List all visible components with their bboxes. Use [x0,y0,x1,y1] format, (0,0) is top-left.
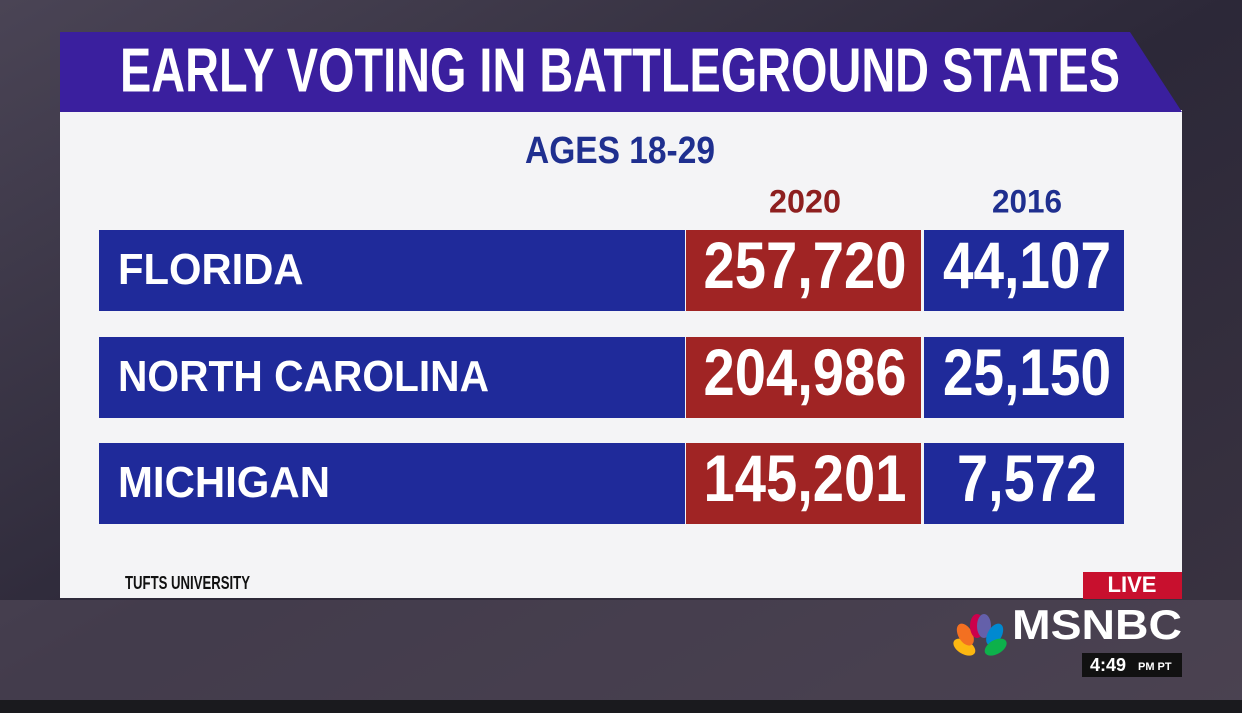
value-2020: 204,986 [704,335,907,409]
subtitle: AGES 18-29 [525,130,715,172]
clock-time: 4:49 [1090,655,1126,675]
table: FLORIDA 257,720 44,107 NORTH CAROLINA 204,98… [99,228,1124,524]
live-label: LIVE [1108,572,1157,597]
column-header: 2020 [769,183,841,219]
value-cell-2020 [686,230,921,311]
title: EARLY VOTING IN BATTLEGROUND STATES [120,36,1120,105]
clock-period: PM PT [1138,661,1172,673]
value-2016: 44,107 [943,228,1111,302]
value-cell-2016 [924,443,1124,524]
value-cell-2016 [924,230,1124,311]
network-logo: MSNBC [1012,601,1182,648]
value-2020: 257,720 [704,228,907,302]
value-2016: 7,572 [957,441,1097,515]
value-2020: 145,201 [704,441,907,515]
column-header: 2016 [992,183,1062,219]
state-name: NORTH CAROLINA [118,352,489,401]
peacock-logo [953,614,1007,656]
live-badge [1083,572,1182,599]
clock-box [1082,653,1182,677]
state-cell [99,230,685,311]
value-2016: 25,150 [943,335,1111,409]
value-cell-2020 [686,443,921,524]
state-cell [99,443,685,524]
state-name: FLORIDA [118,245,304,294]
background-building [0,600,1242,700]
bottom-band [0,700,1242,713]
value-cell-2016 [924,337,1124,418]
title-bar [60,32,1182,112]
state-name: MICHIGAN [118,458,330,507]
state-cell [99,337,685,418]
source: TUFTS UNIVERSITY [125,573,250,593]
value-cell-2020 [686,337,921,418]
